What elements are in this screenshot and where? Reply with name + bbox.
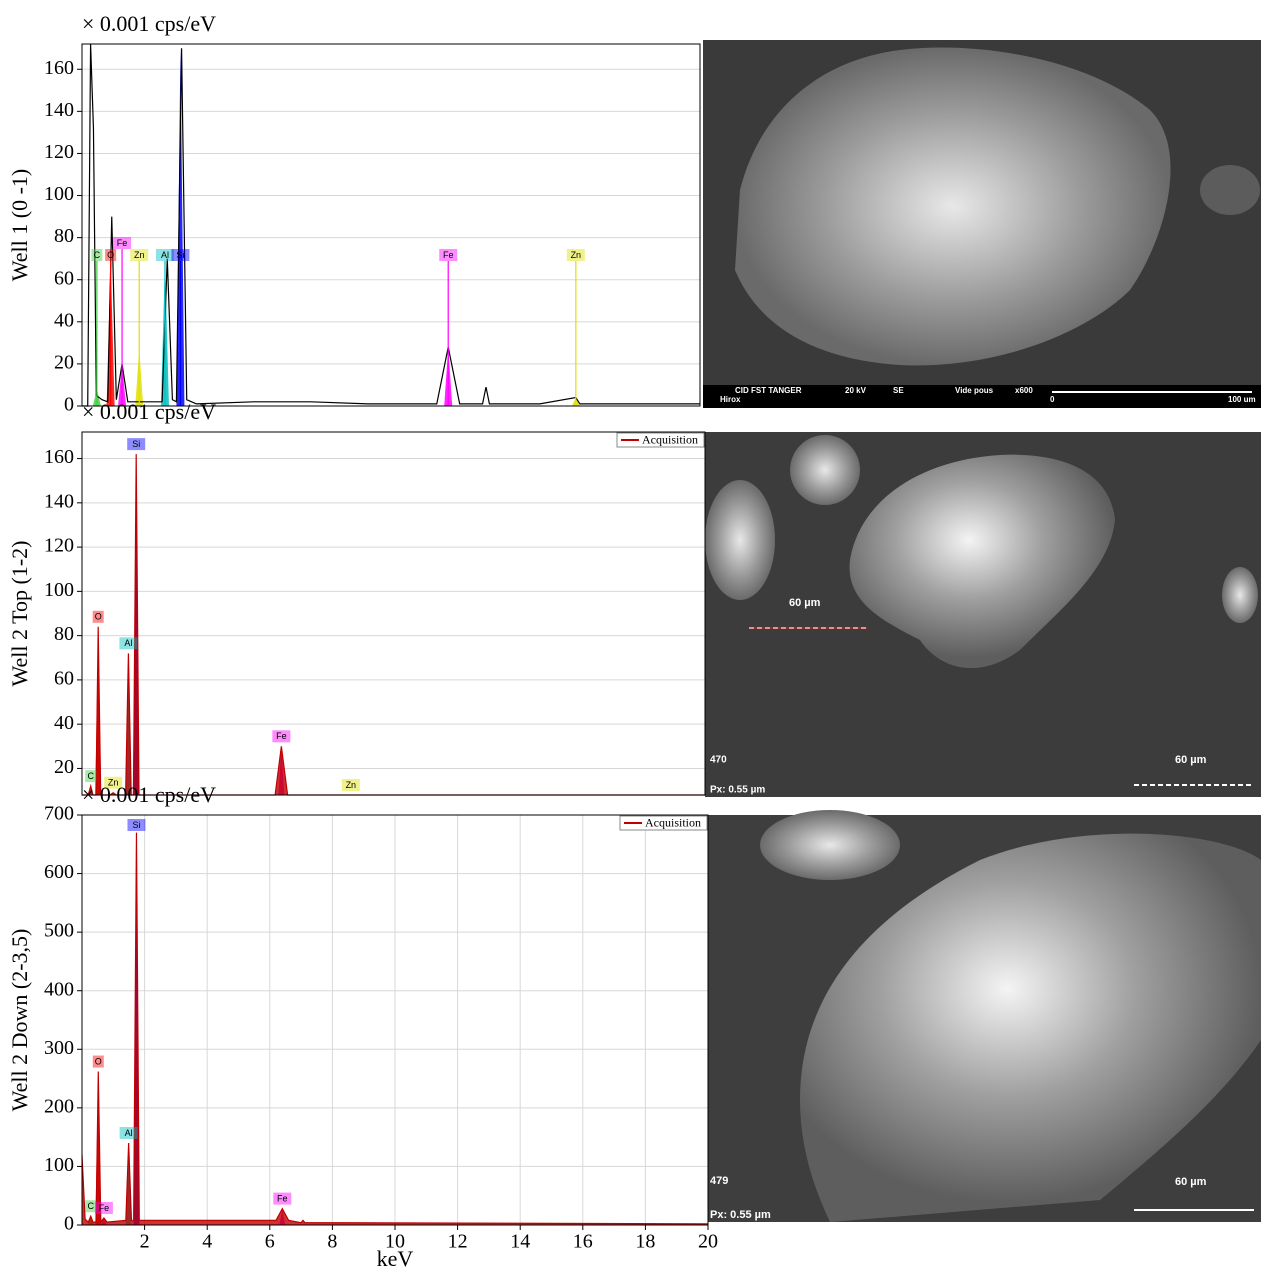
element-label: Zn — [134, 250, 145, 260]
image-text: CID FST TANGER — [735, 386, 802, 395]
image-text: 60 µm — [1175, 1176, 1207, 1188]
element-label: Fe — [99, 1203, 110, 1213]
y-axis-title: Well 2 Down (2-3,5) — [7, 929, 32, 1112]
unit-label: × 0.001 cps/eV — [82, 399, 216, 424]
y-axis-title: Well 1 (0 -1) — [7, 169, 32, 281]
y-tick-label: 20 — [54, 352, 74, 374]
y-tick-label: 700 — [44, 803, 74, 825]
y-tick-label: 80 — [54, 623, 74, 645]
y-axis-title: Well 2 Top (1-2) — [7, 541, 32, 687]
unit-label: × 0.001 cps/eV — [82, 11, 216, 36]
y-tick-label: 160 — [44, 446, 74, 468]
x-tick-label: 18 — [635, 1231, 655, 1253]
y-tick-label: 120 — [44, 535, 74, 557]
sem-image-3: 479 Px: 0.55 µm 60 µm — [705, 810, 1261, 1222]
element-label: Fe — [276, 731, 287, 741]
image-text: 479 — [710, 1175, 728, 1187]
x-tick-label: 4 — [202, 1231, 212, 1253]
y-tick-label: 40 — [54, 712, 74, 734]
image-text: 100 um — [1228, 395, 1256, 404]
figure: CID FST TANGER 20 kV SE Vide pous x600 H… — [0, 0, 1261, 1271]
y-tick-label: 100 — [44, 579, 74, 601]
element-label: Fe — [117, 238, 128, 248]
y-tick-label: 0 — [64, 394, 74, 416]
x-tick-label: 14 — [510, 1231, 530, 1253]
image-text: 470 — [710, 755, 727, 766]
x-tick-label: 20 — [698, 1231, 718, 1253]
element-label: Si — [132, 820, 140, 830]
element-label: C — [94, 250, 101, 260]
x-axis-title: keV — [377, 1246, 414, 1271]
legend-label: Acquisition — [642, 432, 698, 446]
image-text: Px: 0.55 µm — [710, 785, 765, 796]
y-tick-label: 100 — [44, 183, 74, 205]
image-text: 0 — [1050, 395, 1055, 404]
y-tick-label: 200 — [44, 1095, 74, 1117]
element-label: O — [95, 1056, 102, 1066]
y-tick-label: 300 — [44, 1037, 74, 1059]
y-tick-label: 500 — [44, 920, 74, 942]
element-label: Fe — [443, 250, 454, 260]
x-tick-label: 12 — [448, 1231, 468, 1253]
sem-image-2: 60 µm 470 Px: 0.55 µm 60 µm — [705, 432, 1261, 797]
element-label: C — [87, 771, 94, 781]
element-label: Zn — [346, 780, 357, 790]
y-tick-label: 400 — [44, 978, 74, 1000]
element-label: Zn — [571, 250, 582, 260]
image-text: 60 µm — [1175, 754, 1207, 766]
unit-label: × 0.001 cps/eV — [82, 782, 216, 807]
x-tick-label: 2 — [140, 1231, 150, 1253]
image-text: Hirox — [720, 395, 741, 404]
x-tick-label: 8 — [327, 1231, 337, 1253]
y-tick-label: 80 — [54, 225, 74, 247]
y-tick-label: 0 — [64, 1213, 74, 1235]
y-tick-label: 120 — [44, 141, 74, 163]
x-tick-label: 16 — [573, 1231, 593, 1253]
image-text: SE — [893, 386, 904, 395]
plot-background — [82, 432, 705, 795]
image-text: Px: 0.55 µm — [710, 1209, 771, 1221]
y-tick-label: 100 — [44, 1154, 74, 1176]
image-text: 60 µm — [789, 597, 821, 609]
element-label: Al — [125, 1128, 133, 1138]
y-tick-label: 160 — [44, 57, 74, 79]
x-tick-label: 6 — [265, 1231, 275, 1253]
element-label: Fe — [277, 1193, 288, 1203]
y-tick-label: 20 — [54, 756, 74, 778]
element-label: O — [95, 612, 102, 622]
y-tick-label: 140 — [44, 99, 74, 121]
plot-background — [82, 44, 700, 406]
image-text: 20 kV — [845, 386, 867, 395]
y-tick-label: 60 — [54, 267, 74, 289]
y-tick-label: 140 — [44, 490, 74, 512]
sem-image-1: CID FST TANGER 20 kV SE Vide pous x600 H… — [703, 40, 1261, 408]
element-label: Si — [176, 250, 184, 260]
plot-area: 20 40 60 80 100 120 140 160 Acquisition C O Zn Al Si F… — [7, 399, 705, 795]
element-label: Al — [124, 638, 132, 648]
image-text: Vide pous — [955, 386, 994, 395]
element-label: Al — [161, 250, 169, 260]
y-tick-label: 60 — [54, 667, 74, 689]
element-label: O — [107, 250, 114, 260]
element-label: Si — [132, 439, 140, 449]
element-label: C — [88, 1201, 95, 1211]
y-tick-label: 40 — [54, 309, 74, 331]
legend-label: Acquisition — [645, 815, 701, 829]
image-text: x600 — [1015, 386, 1033, 395]
y-tick-label: 600 — [44, 861, 74, 883]
